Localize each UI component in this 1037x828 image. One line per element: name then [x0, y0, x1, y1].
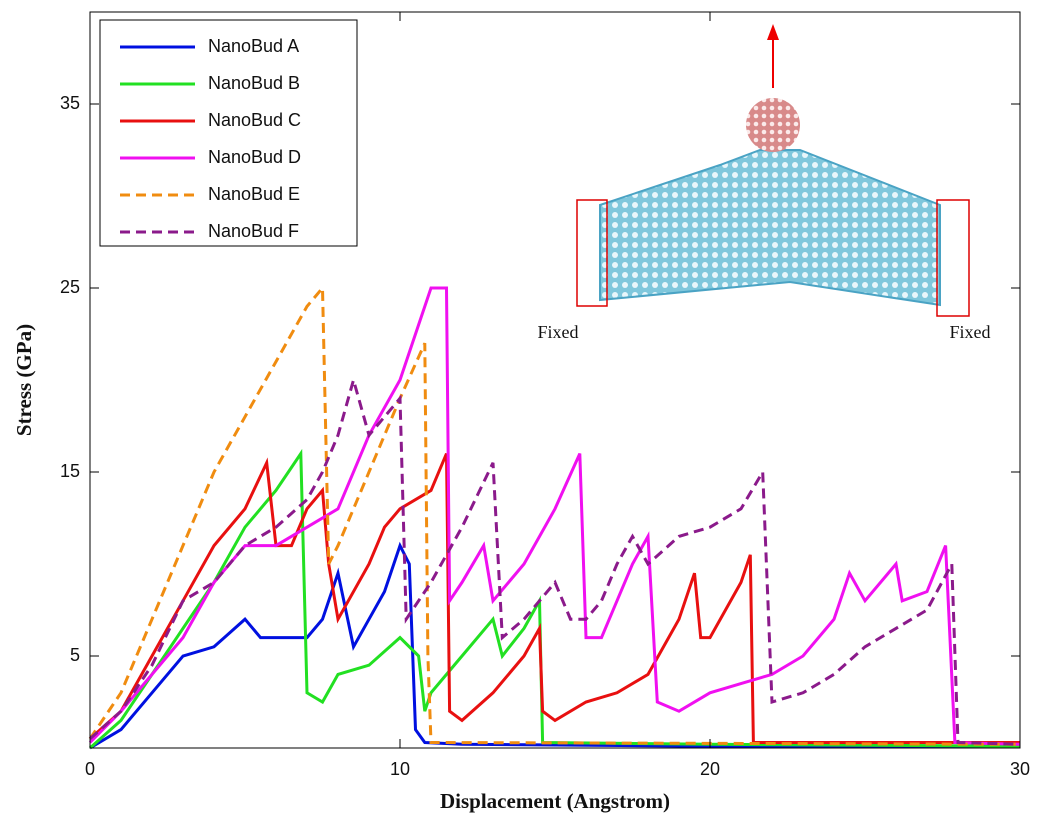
series-line: [90, 380, 1020, 744]
x-axis-label: Displacement (Angstrom): [440, 789, 670, 813]
series-line: [90, 454, 1020, 743]
legend-label: NanoBud A: [208, 36, 299, 56]
y-tick-label: 5: [70, 645, 80, 665]
legend-label: NanoBud F: [208, 221, 299, 241]
x-tick-label: 30: [1010, 759, 1030, 779]
legend-label: NanoBud B: [208, 73, 300, 93]
legend: NanoBud A NanoBud B NanoBud C NanoBud D Nano…: [100, 20, 357, 246]
y-tick-label: 15: [60, 461, 80, 481]
annotation: Fixed: [949, 322, 990, 342]
series-line: [90, 546, 1020, 748]
y-axis-label: Stress (GPa): [12, 324, 36, 436]
chart: Fixed Fixed Displacement (Angstrom) Stre…: [0, 0, 1037, 823]
x-tick-label: 0: [85, 759, 95, 779]
series-line: [90, 288, 1020, 744]
annotation: Fixed: [537, 322, 578, 342]
x-tick-label: 20: [700, 759, 720, 779]
y-tick-label: 35: [60, 93, 80, 113]
y-tick-label: 25: [60, 277, 80, 297]
legend-label: NanoBud E: [208, 184, 300, 204]
legend-label: NanoBud C: [208, 110, 301, 130]
series-line: [90, 454, 1020, 748]
inset: [577, 24, 969, 316]
legend-label: NanoBud D: [208, 147, 301, 167]
series-line: [90, 288, 1020, 744]
x-tick-label: 10: [390, 759, 410, 779]
